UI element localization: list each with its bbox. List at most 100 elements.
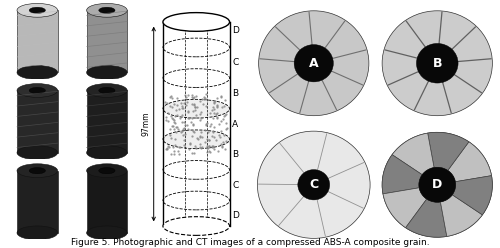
Point <box>213 111 221 115</box>
Point <box>218 145 226 149</box>
Point <box>179 127 187 131</box>
Text: C: C <box>232 181 238 190</box>
Point <box>182 103 190 107</box>
Text: D: D <box>432 178 442 191</box>
Ellipse shape <box>163 99 230 118</box>
Point <box>174 127 182 131</box>
Point <box>204 146 212 150</box>
Circle shape <box>294 45 334 82</box>
Point <box>168 116 176 120</box>
Point <box>222 127 230 131</box>
Point <box>220 104 228 108</box>
Point <box>192 94 200 98</box>
Text: D: D <box>232 211 239 220</box>
Point <box>217 129 225 133</box>
Point <box>222 121 230 125</box>
Point <box>200 97 208 101</box>
Point <box>188 102 196 106</box>
FancyBboxPatch shape <box>17 171 58 233</box>
Point <box>185 116 193 120</box>
Text: B: B <box>232 89 238 98</box>
Point <box>210 130 218 134</box>
Point <box>166 127 174 131</box>
Point <box>203 121 211 124</box>
Point <box>180 133 188 137</box>
Point <box>186 142 194 146</box>
Point <box>198 102 206 106</box>
Text: C: C <box>309 178 318 191</box>
Point <box>190 123 198 127</box>
Point <box>208 134 216 138</box>
Point <box>169 124 177 128</box>
Point <box>175 152 183 155</box>
Point <box>216 135 224 139</box>
Circle shape <box>258 131 370 238</box>
Ellipse shape <box>17 226 58 240</box>
Point <box>189 96 197 100</box>
Ellipse shape <box>29 7 46 13</box>
Point <box>190 95 198 99</box>
Ellipse shape <box>99 87 115 93</box>
Point <box>162 147 170 151</box>
Point <box>174 149 182 153</box>
Point <box>196 99 204 103</box>
Ellipse shape <box>86 65 127 79</box>
Point <box>166 152 174 156</box>
Point <box>180 143 188 147</box>
Point <box>210 148 218 152</box>
Ellipse shape <box>99 7 115 13</box>
Text: A: A <box>309 57 318 70</box>
Point <box>190 130 198 134</box>
Point <box>192 144 200 148</box>
Wedge shape <box>382 155 422 194</box>
Point <box>165 145 173 149</box>
Point <box>212 103 220 107</box>
Text: D: D <box>232 26 239 35</box>
Point <box>172 103 180 107</box>
Point <box>184 109 192 113</box>
Point <box>217 94 225 98</box>
Point <box>219 140 227 144</box>
Point <box>180 101 188 105</box>
Point <box>185 147 193 151</box>
Point <box>202 104 210 108</box>
Point <box>206 123 214 126</box>
Point <box>222 112 230 116</box>
Wedge shape <box>452 176 492 215</box>
Point <box>190 151 198 155</box>
Ellipse shape <box>99 168 115 174</box>
Circle shape <box>382 132 492 237</box>
Point <box>178 120 186 124</box>
Point <box>208 145 216 149</box>
Ellipse shape <box>17 164 58 178</box>
Point <box>220 114 228 118</box>
Ellipse shape <box>29 168 46 174</box>
Point <box>214 149 222 153</box>
Point <box>202 150 210 154</box>
Point <box>175 107 183 111</box>
Point <box>193 136 201 140</box>
Wedge shape <box>440 195 482 236</box>
Point <box>198 110 205 114</box>
FancyBboxPatch shape <box>86 10 127 72</box>
Text: C: C <box>232 58 238 67</box>
Point <box>200 96 208 100</box>
Point <box>176 117 184 121</box>
Point <box>180 138 188 142</box>
Point <box>212 138 220 142</box>
Point <box>178 128 186 132</box>
Point <box>162 118 170 122</box>
Point <box>170 102 178 106</box>
Point <box>170 120 178 124</box>
Point <box>213 116 221 120</box>
Point <box>210 100 218 104</box>
Point <box>162 146 170 150</box>
Point <box>206 150 214 154</box>
Point <box>167 136 175 140</box>
Ellipse shape <box>17 3 58 17</box>
Point <box>164 111 172 115</box>
Point <box>170 152 178 156</box>
Point <box>196 145 203 149</box>
Ellipse shape <box>29 87 46 93</box>
Point <box>222 113 230 117</box>
